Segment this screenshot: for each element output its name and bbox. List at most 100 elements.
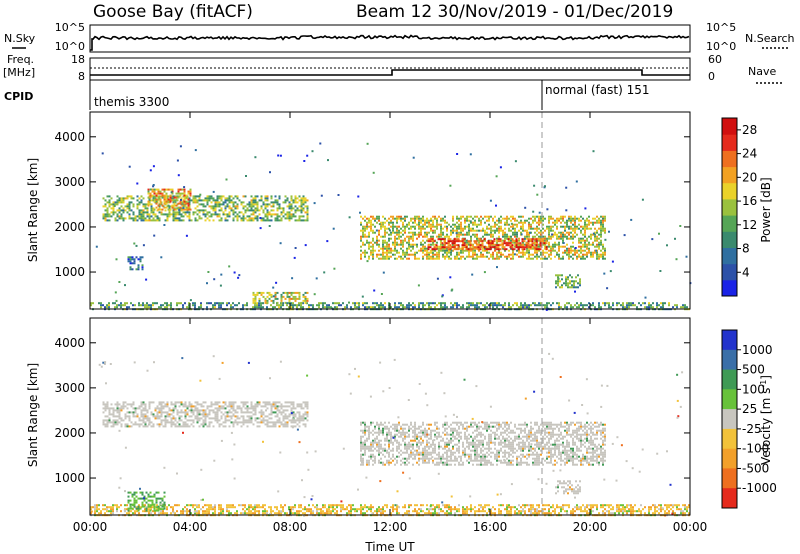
data-cell bbox=[260, 205, 263, 208]
data-cell bbox=[474, 249, 476, 252]
data-cell bbox=[177, 188, 180, 191]
data-cell bbox=[252, 299, 255, 302]
data-cell bbox=[206, 211, 209, 214]
data-cell bbox=[262, 219, 265, 222]
data-cell bbox=[474, 241, 476, 244]
data-cell bbox=[451, 240, 454, 243]
data-cell bbox=[142, 302, 144, 305]
data-cell bbox=[178, 423, 181, 426]
data-cell bbox=[142, 421, 145, 424]
data-cell bbox=[232, 423, 235, 426]
data-cell bbox=[390, 225, 392, 228]
data-cell bbox=[176, 195, 179, 198]
data-cell bbox=[396, 237, 398, 240]
data-cell bbox=[430, 229, 432, 232]
data-cell bbox=[596, 231, 598, 234]
data-cell bbox=[572, 241, 574, 244]
data-cell bbox=[406, 431, 408, 434]
data-cell bbox=[480, 219, 482, 222]
data-cell bbox=[208, 197, 211, 200]
data-cell bbox=[248, 411, 251, 414]
data-cell bbox=[262, 413, 265, 416]
data-cell bbox=[388, 441, 390, 444]
data-cell bbox=[507, 238, 510, 241]
data-cell bbox=[242, 201, 245, 204]
data-cell bbox=[648, 306, 650, 309]
data-cell bbox=[604, 249, 606, 252]
data-cell bbox=[360, 237, 362, 240]
scatter-point bbox=[513, 253, 516, 256]
data-cell bbox=[386, 243, 388, 246]
data-cell bbox=[168, 304, 170, 307]
data-cell bbox=[198, 409, 201, 412]
data-cell bbox=[288, 419, 291, 422]
data-cell bbox=[181, 188, 184, 191]
data-cell bbox=[404, 451, 406, 454]
data-cell bbox=[266, 213, 269, 216]
data-cell bbox=[414, 437, 416, 440]
data-cell bbox=[426, 233, 428, 236]
data-cell bbox=[159, 198, 162, 201]
data-cell bbox=[218, 197, 221, 200]
scatter-point bbox=[651, 238, 654, 241]
data-cell bbox=[394, 304, 396, 307]
data-cell bbox=[446, 306, 448, 309]
data-cell bbox=[489, 246, 492, 249]
data-cell bbox=[436, 235, 438, 238]
scatter-point bbox=[359, 211, 361, 214]
data-cell bbox=[138, 209, 141, 212]
data-cell bbox=[442, 217, 444, 220]
data-cell bbox=[142, 407, 145, 410]
data-cell bbox=[434, 257, 436, 260]
data-cell bbox=[436, 463, 438, 466]
data-cell bbox=[414, 421, 416, 424]
data-cell bbox=[218, 405, 221, 408]
data-cell bbox=[108, 201, 111, 204]
data-cell bbox=[502, 239, 504, 242]
data-cell bbox=[282, 417, 285, 420]
data-cell bbox=[368, 245, 370, 248]
data-cell bbox=[214, 205, 217, 208]
data-cell bbox=[386, 257, 388, 260]
data-cell bbox=[434, 463, 436, 466]
scatter-point bbox=[510, 222, 513, 225]
scatter-point bbox=[675, 258, 678, 261]
data-cell bbox=[264, 213, 267, 216]
data-cell bbox=[400, 215, 402, 218]
freq-trace bbox=[90, 69, 690, 76]
data-cell bbox=[436, 227, 438, 230]
data-cell bbox=[159, 208, 162, 211]
data-cell bbox=[568, 215, 570, 218]
data-cell bbox=[372, 247, 374, 250]
data-cell bbox=[264, 401, 267, 404]
data-cell bbox=[426, 439, 428, 442]
data-cell bbox=[412, 237, 414, 240]
data-cell bbox=[276, 405, 279, 408]
data-cell bbox=[186, 407, 189, 410]
data-cell bbox=[520, 215, 522, 218]
data-cell bbox=[374, 439, 376, 442]
data-cell bbox=[432, 459, 434, 462]
scatter-point bbox=[199, 193, 202, 196]
data-cell bbox=[108, 203, 111, 206]
data-cell bbox=[414, 439, 416, 442]
data-cell bbox=[408, 302, 410, 305]
data-cell bbox=[222, 405, 225, 408]
data-cell bbox=[596, 253, 598, 256]
data-cell bbox=[388, 221, 390, 224]
data-cell bbox=[370, 421, 372, 424]
data-cell bbox=[402, 239, 404, 242]
data-cell bbox=[244, 407, 247, 410]
scatter-point bbox=[115, 299, 118, 302]
data-cell bbox=[604, 219, 606, 222]
data-cell bbox=[526, 247, 528, 250]
data-cell bbox=[396, 251, 398, 254]
data-cell bbox=[478, 302, 480, 305]
data-cell bbox=[372, 421, 374, 424]
data-cell bbox=[488, 245, 490, 248]
data-cell bbox=[420, 441, 422, 444]
data-cell bbox=[586, 304, 588, 307]
data-cell bbox=[558, 217, 560, 220]
data-cell bbox=[276, 401, 279, 404]
data-cell bbox=[206, 415, 209, 418]
